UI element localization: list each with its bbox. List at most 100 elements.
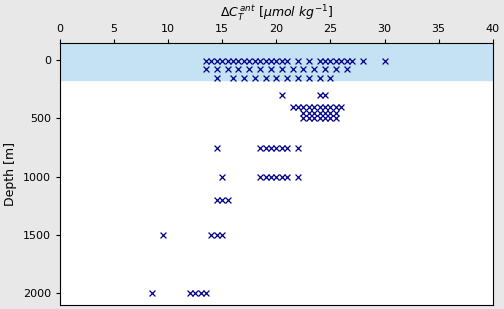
- Point: [224, 66, 232, 71]
- Point: [343, 58, 351, 63]
- Point: [256, 58, 264, 63]
- Point: [321, 104, 329, 109]
- Point: [240, 58, 248, 63]
- Point: [262, 145, 270, 150]
- Point: [310, 110, 318, 115]
- Point: [245, 66, 254, 71]
- Point: [305, 110, 313, 115]
- Point: [294, 104, 302, 109]
- Point: [148, 291, 156, 296]
- Point: [321, 58, 329, 63]
- Bar: [60, 43, 493, 80]
- Point: [159, 232, 167, 237]
- Point: [294, 145, 302, 150]
- Point: [305, 58, 313, 63]
- Point: [283, 58, 291, 63]
- Point: [213, 66, 221, 71]
- Point: [316, 104, 324, 109]
- Point: [262, 75, 270, 80]
- Point: [272, 174, 280, 179]
- Point: [197, 291, 205, 296]
- Point: [305, 75, 313, 80]
- Point: [321, 110, 329, 115]
- Point: [240, 75, 248, 80]
- Point: [321, 93, 329, 98]
- Point: [272, 145, 280, 150]
- Point: [202, 66, 210, 71]
- Point: [278, 58, 286, 63]
- Point: [316, 110, 324, 115]
- Point: [272, 75, 280, 80]
- Point: [191, 291, 199, 296]
- Point: [332, 110, 340, 115]
- Point: [218, 232, 226, 237]
- X-axis label: $\Delta C_T^{\,ant}\ [\mu mol\ kg^{-1}]$: $\Delta C_T^{\,ant}\ [\mu mol\ kg^{-1}]$: [220, 4, 333, 24]
- Point: [262, 58, 270, 63]
- Point: [310, 66, 318, 71]
- Point: [213, 145, 221, 150]
- Point: [207, 58, 215, 63]
- Point: [337, 104, 345, 109]
- Point: [218, 197, 226, 202]
- Point: [359, 58, 367, 63]
- Point: [267, 174, 275, 179]
- Point: [348, 58, 356, 63]
- Point: [224, 58, 232, 63]
- Point: [332, 58, 340, 63]
- Point: [332, 116, 340, 121]
- Point: [288, 66, 296, 71]
- Point: [218, 174, 226, 179]
- Point: [213, 197, 221, 202]
- Point: [278, 145, 286, 150]
- Point: [327, 58, 335, 63]
- Point: [213, 232, 221, 237]
- Point: [343, 66, 351, 71]
- Point: [229, 75, 237, 80]
- Point: [272, 58, 280, 63]
- Point: [283, 145, 291, 150]
- Point: [305, 104, 313, 109]
- Point: [310, 116, 318, 121]
- Point: [262, 174, 270, 179]
- Point: [294, 75, 302, 80]
- Point: [283, 174, 291, 179]
- Point: [327, 110, 335, 115]
- Point: [283, 75, 291, 80]
- Point: [327, 75, 335, 80]
- Point: [185, 291, 194, 296]
- Point: [337, 58, 345, 63]
- Point: [299, 110, 307, 115]
- Point: [256, 174, 264, 179]
- Point: [316, 93, 324, 98]
- Point: [299, 116, 307, 121]
- Point: [234, 58, 242, 63]
- Point: [294, 58, 302, 63]
- Point: [299, 104, 307, 109]
- Point: [332, 66, 340, 71]
- Point: [332, 104, 340, 109]
- Point: [213, 58, 221, 63]
- Point: [316, 58, 324, 63]
- Point: [278, 66, 286, 71]
- Point: [202, 291, 210, 296]
- Point: [234, 66, 242, 71]
- Point: [245, 58, 254, 63]
- Point: [202, 58, 210, 63]
- Point: [250, 58, 259, 63]
- Point: [229, 58, 237, 63]
- Point: [250, 75, 259, 80]
- Point: [218, 58, 226, 63]
- Point: [267, 145, 275, 150]
- Point: [327, 116, 335, 121]
- Point: [321, 66, 329, 71]
- Point: [267, 66, 275, 71]
- Point: [207, 232, 215, 237]
- Point: [321, 116, 329, 121]
- Point: [310, 104, 318, 109]
- Point: [316, 116, 324, 121]
- Point: [316, 75, 324, 80]
- Point: [213, 75, 221, 80]
- Point: [224, 197, 232, 202]
- Point: [278, 174, 286, 179]
- Point: [256, 66, 264, 71]
